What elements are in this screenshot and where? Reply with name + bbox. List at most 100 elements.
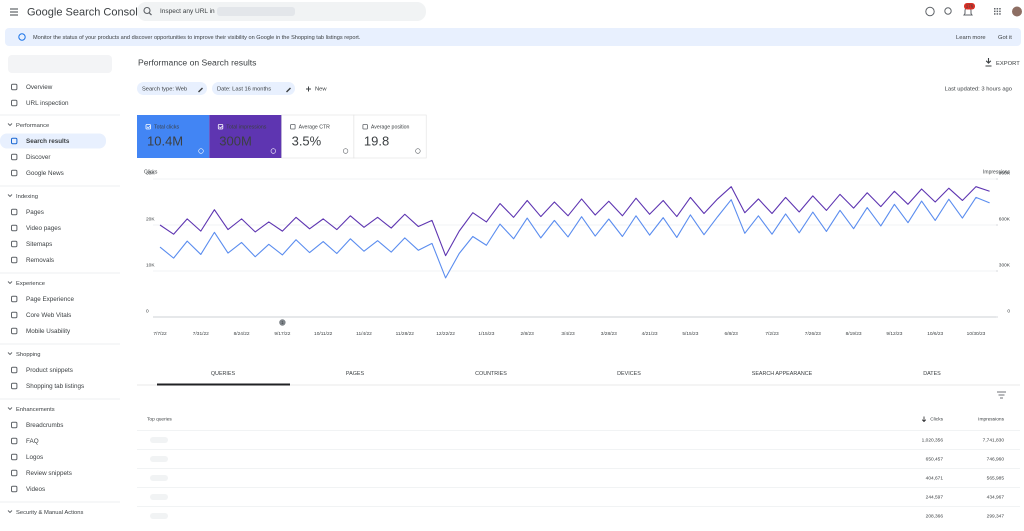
metric-card[interactable] (353, 114, 427, 159)
nav-icon (11, 137, 18, 145)
x-tick-label: 7/2/23 (765, 331, 779, 337)
y-tick-label: 0 (146, 308, 149, 314)
metric-value: 10.4M (147, 133, 183, 148)
product-name[interactable]: Google Search Console (27, 6, 144, 18)
x-tick-label: 4/21/23 (642, 331, 658, 337)
nav-item[interactable]: Core Web Vitals (26, 312, 71, 319)
export[interactable]: EXPORT (996, 61, 1020, 67)
metric-card[interactable] (281, 114, 355, 159)
search-icon (143, 6, 151, 15)
tab[interactable]: SEARCH APPEARANCE (752, 371, 813, 377)
help-icon[interactable] (925, 6, 935, 17)
nav-item[interactable]: Review snippets (26, 470, 72, 477)
y-axis-title: Clicks (144, 169, 158, 175)
got-it[interactable]: Got it (998, 35, 1012, 41)
menu-icon[interactable] (10, 14, 18, 16)
notification-count: 176 (966, 4, 974, 9)
nav-item[interactable]: Page Experience (26, 296, 74, 303)
nav-item[interactable]: Video pages (26, 225, 61, 232)
annotation-marker[interactable] (279, 319, 286, 326)
nav-section[interactable]: Enhancements (16, 407, 55, 413)
nav-item[interactable]: Pages (26, 209, 44, 216)
nav-selected (0, 133, 106, 149)
nav-icon (11, 240, 18, 248)
nav-icon (11, 295, 18, 303)
nav-section[interactable]: Shopping (16, 352, 41, 358)
nav-item[interactable]: FAQ (26, 438, 39, 445)
apps-icon[interactable] (994, 8, 996, 10)
impressions-cell: 7,741,830 (983, 437, 1005, 443)
tab[interactable]: QUERIES (211, 371, 236, 377)
nav-icon (11, 311, 18, 319)
plus-icon[interactable] (306, 86, 311, 92)
tab[interactable]: DATES (923, 371, 941, 377)
nav-item[interactable]: Product snippets (26, 367, 73, 374)
nav-icon (11, 327, 18, 335)
y2-tick-label: 0 (1007, 308, 1010, 314)
apps-icon[interactable] (994, 10, 996, 13)
apps-icon[interactable] (999, 10, 1001, 13)
metric-label: Total clicks (154, 125, 179, 131)
checkbox (217, 124, 224, 130)
apps-icon[interactable] (996, 10, 999, 13)
nav-section[interactable]: Indexing (16, 194, 38, 200)
x-tick-label: 9/12/23 (886, 331, 902, 337)
redacted-query (150, 475, 168, 481)
nav-item[interactable]: Logos (26, 454, 43, 461)
metric-card[interactable] (137, 115, 210, 158)
nav-item[interactable]: Shopping tab listings (26, 383, 84, 390)
avatar[interactable] (1012, 6, 1022, 17)
learn-more[interactable]: Learn more (956, 35, 986, 41)
nav-item[interactable]: Removals (26, 257, 54, 264)
new-filter[interactable]: New (315, 87, 327, 93)
y2-tick-label: 600K (999, 216, 1011, 222)
column-header[interactable]: Impressions (978, 416, 1004, 422)
nav-item[interactable]: Overview (26, 84, 53, 91)
nav-item[interactable]: Mobile Usability (26, 328, 71, 335)
redacted-query (150, 494, 168, 500)
apps-icon[interactable] (999, 8, 1001, 10)
apps-icon[interactable] (996, 13, 999, 15)
nav-item[interactable]: Sitemaps (26, 241, 52, 248)
nav-item[interactable]: Discover (26, 154, 51, 161)
x-tick-label: 3/28/23 (601, 331, 617, 337)
column-header[interactable]: Clicks (930, 416, 943, 422)
y2-tick-label: 900K (999, 170, 1011, 176)
tab[interactable]: DEVICES (617, 371, 641, 377)
x-tick-label: 10/30/23 (967, 331, 986, 337)
nav-item[interactable]: Search results (26, 138, 70, 145)
tab[interactable]: COUNTRIES (475, 371, 507, 377)
metric-value: 19.8 (364, 133, 389, 148)
checkbox (290, 124, 296, 130)
filter-chip[interactable] (137, 82, 207, 95)
x-tick-label: 7/26/23 (805, 331, 821, 337)
nav-section[interactable]: Security & Manual Actions (16, 510, 83, 516)
nav-section[interactable]: Experience (16, 281, 45, 287)
apps-icon[interactable] (994, 13, 996, 15)
clicks-cell: 208,366 (926, 513, 944, 519)
nav-item[interactable]: URL inspection (26, 100, 69, 107)
nav-icon (11, 366, 18, 374)
apps-icon[interactable] (999, 13, 1001, 15)
download-icon[interactable] (985, 58, 992, 67)
nav-item[interactable]: Google News (26, 170, 64, 177)
nav-item[interactable]: Breadcrumbs (26, 422, 63, 429)
users-icon[interactable] (944, 7, 952, 15)
menu-icon[interactable] (10, 8, 18, 10)
metric-card[interactable] (209, 115, 282, 158)
redacted-query (150, 513, 168, 519)
nav-section[interactable]: Performance (16, 123, 49, 129)
impressions-cell: 434,967 (987, 494, 1005, 500)
property-selector[interactable] (8, 55, 112, 73)
menu-icon[interactable] (10, 11, 18, 13)
filter-label: Search type: Web (142, 87, 187, 93)
caret (7, 123, 13, 127)
apps-icon[interactable] (996, 8, 999, 10)
filter-chip[interactable] (212, 82, 295, 95)
edit-icon (286, 87, 291, 93)
tab[interactable]: PAGES (346, 371, 365, 377)
nav-item[interactable]: Videos (26, 486, 45, 493)
metric-label: Average CTR (299, 125, 331, 131)
x-tick-label: 8/24/22 (234, 331, 250, 337)
